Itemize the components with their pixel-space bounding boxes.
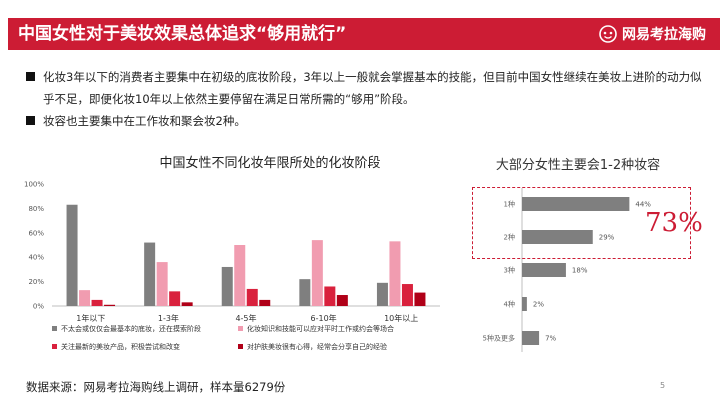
x-category-label: 10年以上 [384,313,418,323]
legend-label: 关注最新的美妆产品，积极尝试和改变 [61,342,180,351]
bar-value-label: 7% [545,335,556,343]
bar [144,242,156,306]
y-tick-label: 60% [28,229,44,237]
bar [336,295,348,306]
bullet-text: 妆容也主要集中在工作妆和聚会妆2种。 [43,114,246,128]
x-category-label: 1年以下 [76,313,105,323]
bar [389,241,401,306]
y-tick-label: 20% [28,278,44,286]
x-category-label: 6-10年 [311,313,337,323]
y-category-label: 2种 [504,233,515,242]
x-category-label: 4-5年 [235,313,256,323]
bar [414,292,426,306]
highlight-percent: 73% [645,208,703,238]
y-category-label: 4种 [504,300,515,309]
bar [522,230,593,244]
legend-label: 不太会或仅仅会最基本的底妆，还在摸索阶段 [61,324,201,333]
kaola-logo-icon [599,25,617,43]
bar [324,286,336,306]
y-tick-label: 0% [33,303,44,311]
bullet-text: 化妆3年以下的消费者主要集中在初级的底妆阶段，3年以上一般就会掌握基本的技能，但… [43,70,702,106]
bar [376,282,388,306]
bar [234,245,246,306]
page-number: 5 [660,381,666,390]
header-bar [8,18,720,50]
left-chart-title: 中国女性不同化妆年限所处的化妆阶段 [159,156,381,171]
bar [401,284,413,306]
bar [522,263,566,277]
legend-swatch [52,344,57,349]
y-category-label: 3种 [504,266,515,275]
y-tick-label: 40% [28,254,44,262]
legend-label: 化妆知识和技能可以应对平时工作或约会等场合 [247,324,394,333]
bar [91,299,103,306]
legend-swatch [238,326,243,331]
bar [181,302,193,306]
bar [79,290,91,306]
right-chart-title: 大部分女性主要会1-2种妆容 [495,158,661,173]
bar-value-label: 2% [533,301,544,309]
highlight-box [472,187,691,259]
legend-label: 对护肤美妆很有心得，经常会分享自己的经验 [247,342,387,351]
legend-swatch [52,326,57,331]
logo-text: 网易考拉海购 [622,27,706,43]
y-tick-label: 100% [24,181,44,189]
bar [156,262,168,306]
header: 中国女性对于美妆效果总体追求“够用就行” 网易考拉海购 [0,0,720,52]
bar [522,331,540,345]
bar [522,197,630,211]
bar-value-label: 44% [635,201,651,209]
bar-value-label: 29% [599,234,615,242]
data-source: 数据来源：网易考拉海购线上调研，样本量6279份 [26,380,286,394]
page-title: 中国女性对于美妆效果总体追求“够用就行” [18,24,347,44]
bullet-item: 妆容也主要集中在工作妆和聚会妆2种。 [26,110,706,132]
bullet-square-icon [26,72,35,81]
bullet-square-icon [26,116,35,125]
bar-value-label: 18% [572,267,588,275]
y-category-label: 1种 [504,200,515,209]
y-tick-label: 80% [28,205,44,213]
legend-swatch [238,344,243,349]
bar [299,279,311,306]
bar [104,304,116,306]
bullet-item: 化妆3年以下的消费者主要集中在初级的底妆阶段，3年以上一般就会掌握基本的技能，但… [26,66,706,110]
brand-logo: 网易考拉海购 [599,21,706,47]
bar [66,204,78,306]
bar [311,240,323,306]
bar [169,291,181,306]
bar [246,288,258,306]
x-category-label: 1-3年 [158,313,179,323]
bar [522,297,527,311]
y-category-label: 5种及更多 [483,334,515,343]
bar [259,299,271,306]
bar [221,266,233,306]
bullet-list: 化妆3年以下的消费者主要集中在初级的底妆阶段，3年以上一般就会掌握基本的技能，但… [26,66,706,132]
